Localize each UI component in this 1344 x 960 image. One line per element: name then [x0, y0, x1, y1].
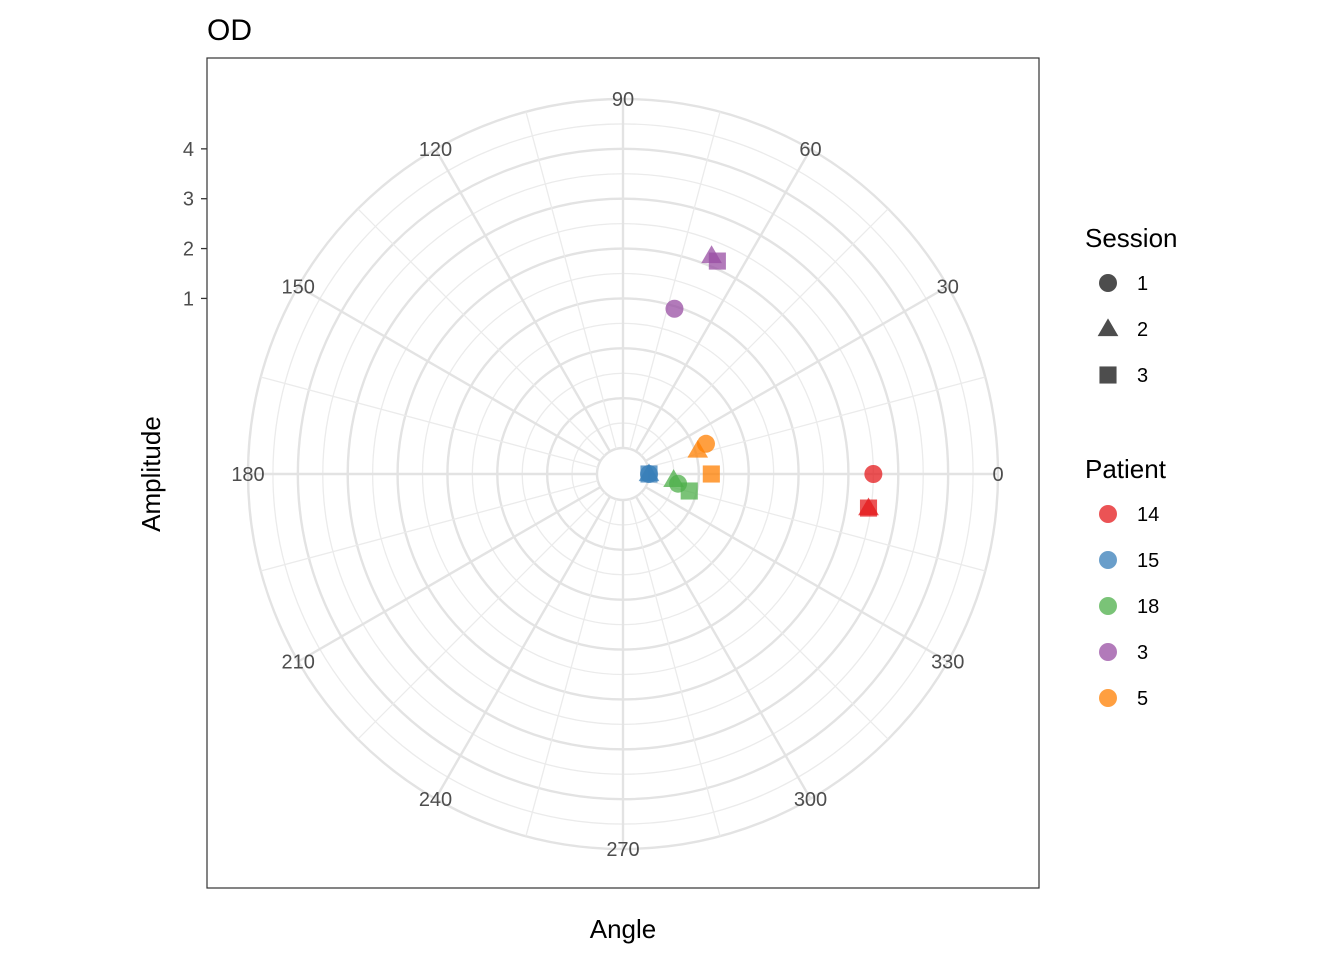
- major-grid-spoke: [297, 285, 602, 463]
- legend-label-session: 1: [1137, 273, 1148, 295]
- legend-key-session: [1099, 274, 1117, 292]
- data-point: [864, 465, 883, 483]
- major-grid-spoke: [434, 148, 612, 453]
- minor-grid-spoke: [629, 498, 721, 837]
- amplitude-tick-label: 2: [183, 239, 194, 261]
- legend: Session 1 2 3 Patient 14 15 18 3 5: [1085, 223, 1178, 710]
- amplitude-axis: 1 2 3 4: [183, 139, 207, 310]
- y-axis-label: Amplitude: [136, 416, 166, 532]
- minor-grid-spoke: [260, 480, 599, 572]
- data-points: [638, 245, 883, 517]
- major-grid-spoke: [434, 495, 612, 800]
- angle-tick-label: 210: [282, 652, 315, 674]
- x-axis-label: Angle: [590, 914, 657, 944]
- legend-label-session: 3: [1137, 365, 1148, 387]
- legend-label-patient: 5: [1137, 688, 1148, 710]
- legend-label-patient: 18: [1137, 596, 1159, 618]
- data-point: [663, 469, 684, 487]
- angle-tick-label: 300: [794, 789, 827, 811]
- angle-tick-label: 0: [992, 464, 1003, 486]
- minor-grid-spoke: [357, 491, 606, 740]
- amplitude-tick-label: 4: [183, 139, 194, 161]
- data-point: [708, 252, 726, 270]
- angle-tick-label: 60: [799, 139, 821, 161]
- minor-grid-spoke: [525, 111, 617, 450]
- data-point: [665, 299, 684, 318]
- minor-grid-spoke: [357, 208, 606, 457]
- data-point: [640, 465, 658, 483]
- legend-key-patient: [1099, 597, 1117, 615]
- legend-label-patient: 15: [1137, 550, 1159, 572]
- polar-grid: 0 30 60 90 120 150 180 210 240 270 300 330: [231, 89, 1003, 861]
- amplitude-tick-label: 1: [183, 288, 194, 310]
- legend-key-patient: [1099, 689, 1117, 707]
- panel-border: [206, 57, 1040, 889]
- minor-grid-spoke: [647, 480, 986, 572]
- legend-label-patient: 14: [1137, 504, 1159, 526]
- major-grid-spoke: [297, 485, 602, 663]
- legend-key-patient: [1099, 505, 1117, 523]
- legend-key-session: [1099, 366, 1117, 384]
- data-point: [680, 482, 698, 500]
- angle-tick-label: 180: [231, 464, 264, 486]
- data-point: [687, 439, 709, 458]
- legend-label-patient: 3: [1137, 642, 1148, 664]
- angle-tick-label: 90: [612, 89, 634, 111]
- legend-title-patient: Patient: [1085, 454, 1167, 484]
- angle-tick-label: 120: [419, 139, 452, 161]
- legend-key-session: [1097, 318, 1119, 337]
- minor-grid-spoke: [640, 491, 889, 740]
- angle-tick-label: 240: [419, 789, 452, 811]
- minor-grid-spoke: [640, 208, 889, 457]
- major-grid-spoke: [644, 285, 949, 463]
- legend-key-patient: [1099, 643, 1117, 661]
- legend-key-patient: [1099, 551, 1117, 569]
- data-point: [859, 499, 878, 517]
- major-grid-spoke: [634, 495, 812, 800]
- chart-title: OD: [207, 14, 252, 47]
- angle-tick-label: 30: [937, 277, 959, 299]
- angle-tick-label: 150: [282, 277, 315, 299]
- angle-tick-label: 330: [931, 652, 964, 674]
- major-grid-spoke: [644, 485, 949, 663]
- data-point: [702, 465, 720, 483]
- minor-grid-spoke: [260, 376, 599, 468]
- legend-label-session: 2: [1137, 319, 1148, 341]
- legend-title-session: Session: [1085, 223, 1178, 253]
- minor-grid-spoke: [525, 498, 617, 837]
- angle-tick-label: 270: [606, 839, 639, 861]
- major-grid-spoke: [634, 148, 812, 453]
- amplitude-tick-label: 3: [183, 189, 194, 211]
- minor-grid-spoke: [629, 111, 721, 450]
